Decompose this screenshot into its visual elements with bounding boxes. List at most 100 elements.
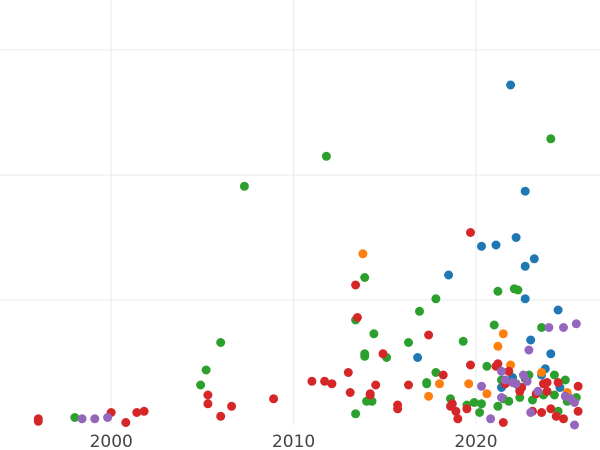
data-point: [477, 399, 486, 409]
grid-layer: [0, 0, 600, 425]
data-point: [424, 330, 434, 340]
data-point: [393, 400, 403, 410]
data-point: [196, 380, 206, 390]
data-point: [549, 390, 559, 400]
data-point: [413, 353, 423, 362]
data-point: [351, 280, 361, 290]
data-point: [203, 390, 213, 400]
data-point: [522, 376, 532, 386]
data-point: [542, 386, 552, 396]
data-point: [453, 414, 463, 424]
data-point: [489, 320, 499, 330]
data-point: [345, 388, 355, 397]
data-point: [371, 380, 381, 390]
data-point: [458, 336, 468, 346]
series-4: [33, 228, 583, 427]
series-2: [358, 249, 572, 401]
data-point: [365, 390, 375, 400]
data-point: [542, 378, 552, 387]
data-point: [553, 305, 563, 315]
data-point: [497, 393, 506, 402]
data-point: [227, 401, 237, 411]
data-point: [475, 408, 485, 417]
data-point: [551, 411, 561, 421]
data-point: [533, 386, 543, 396]
data-point: [498, 418, 508, 427]
data-point: [351, 409, 361, 419]
data-point: [544, 323, 554, 332]
data-point: [203, 399, 213, 409]
data-point: [307, 376, 317, 386]
data-point: [404, 380, 413, 390]
data-point: [327, 379, 337, 389]
data-point: [422, 379, 432, 389]
data-point: [466, 360, 475, 370]
data-point: [33, 416, 43, 426]
data-point: [469, 398, 479, 407]
data-point: [493, 401, 503, 411]
x-tick-label: 2000: [90, 432, 133, 450]
data-point: [464, 379, 474, 389]
x-tick-label: 2010: [272, 432, 315, 450]
data-point: [352, 313, 362, 322]
data-point: [537, 368, 547, 377]
data-point: [201, 365, 211, 375]
data-point: [103, 413, 113, 422]
data-point: [451, 406, 461, 416]
data-point: [511, 379, 521, 389]
data-point: [70, 413, 80, 422]
data-point: [90, 414, 100, 424]
data-point: [506, 80, 516, 90]
data-point: [549, 370, 559, 380]
data-point: [570, 420, 579, 430]
data-point: [493, 341, 503, 351]
data-point: [537, 408, 547, 417]
data-point: [515, 393, 525, 402]
x-axis-ticks: 2000 2010 2020: [90, 432, 498, 450]
data-point: [520, 186, 530, 196]
data-point: [320, 376, 330, 386]
data-point: [497, 366, 506, 376]
data-point: [498, 329, 508, 339]
data-point: [520, 294, 530, 304]
data-point: [546, 134, 556, 144]
data-point: [404, 338, 413, 347]
data-point: [447, 399, 457, 409]
data-point: [559, 323, 568, 332]
data-point: [546, 349, 556, 359]
data-point: [570, 398, 579, 407]
x-tick-label: 2020: [454, 432, 497, 450]
data-point: [509, 284, 519, 294]
data-point: [444, 270, 454, 280]
data-point: [360, 273, 370, 282]
data-point: [77, 414, 87, 424]
data-point: [504, 366, 514, 376]
data-point: [269, 394, 279, 404]
data-point: [482, 361, 492, 371]
data-point: [462, 404, 472, 414]
data-point: [424, 391, 434, 401]
data-point: [559, 414, 568, 424]
data-point: [477, 241, 486, 251]
data-point: [546, 404, 556, 414]
data-point: [529, 254, 539, 264]
data-point: [511, 233, 521, 242]
data-point: [491, 240, 501, 250]
data-point: [431, 368, 441, 377]
data-point: [466, 228, 475, 237]
data-point: [239, 181, 249, 191]
data-point: [358, 249, 368, 259]
data-point: [321, 151, 331, 161]
data-point: [500, 375, 510, 385]
data-point: [553, 378, 563, 387]
data-point: [139, 406, 149, 416]
data-point: [493, 286, 503, 296]
series-3: [70, 134, 581, 422]
data-point: [560, 375, 570, 385]
data-point: [524, 345, 534, 355]
data-point: [571, 319, 581, 329]
data-point: [438, 370, 448, 380]
data-point: [477, 381, 486, 391]
